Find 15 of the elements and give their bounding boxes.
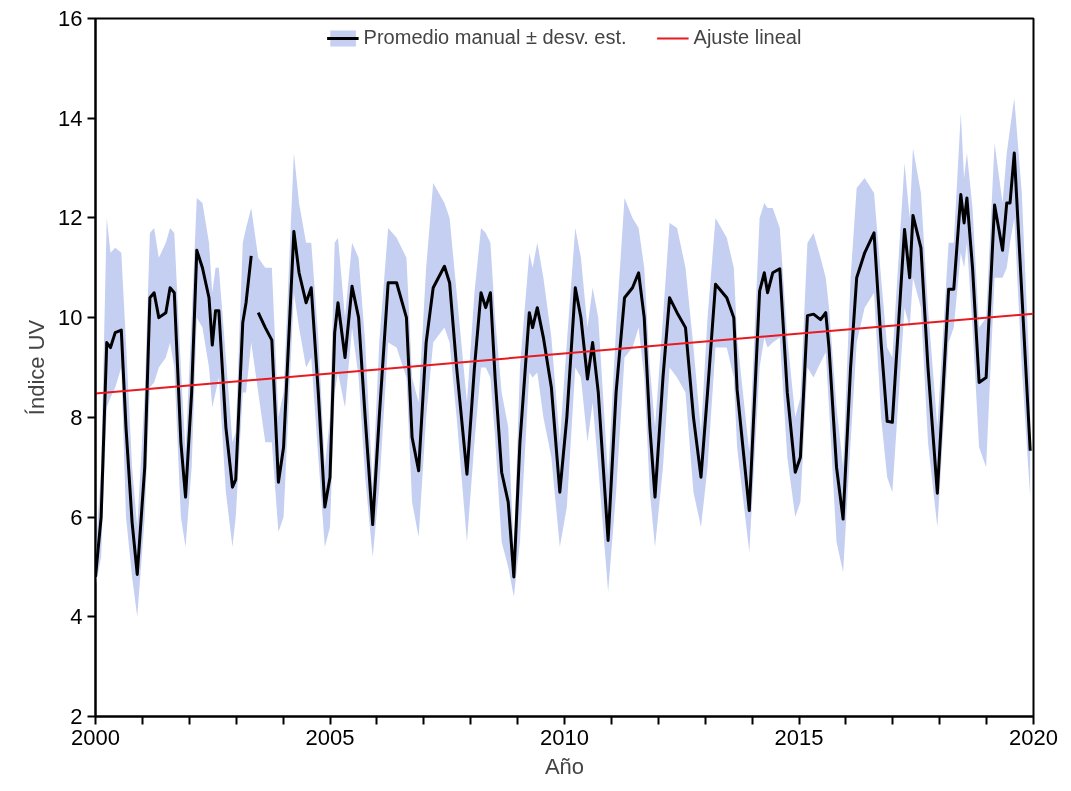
y-tick-label: 16 [58, 6, 83, 31]
x-tick-label: 2005 [305, 724, 355, 750]
y-tick-label: 10 [58, 305, 83, 331]
x-tick-label: 2010 [540, 724, 589, 750]
legend-label: Promedio manual ± desv. est. [363, 26, 627, 49]
x-tick-label: 2020 [1009, 724, 1058, 750]
x-axis-title: Año [544, 753, 585, 779]
y-axis-title: Índice UV [24, 319, 50, 416]
y-tick-label: 14 [58, 105, 83, 131]
x-tick-label: 2015 [774, 724, 824, 750]
legend-label: Ajuste lineal [693, 26, 802, 49]
y-tick-label: 4 [70, 604, 83, 630]
y-tick-label: 12 [58, 205, 83, 231]
y-tick-label: 8 [70, 404, 83, 430]
y-tick-label: 6 [70, 504, 83, 530]
